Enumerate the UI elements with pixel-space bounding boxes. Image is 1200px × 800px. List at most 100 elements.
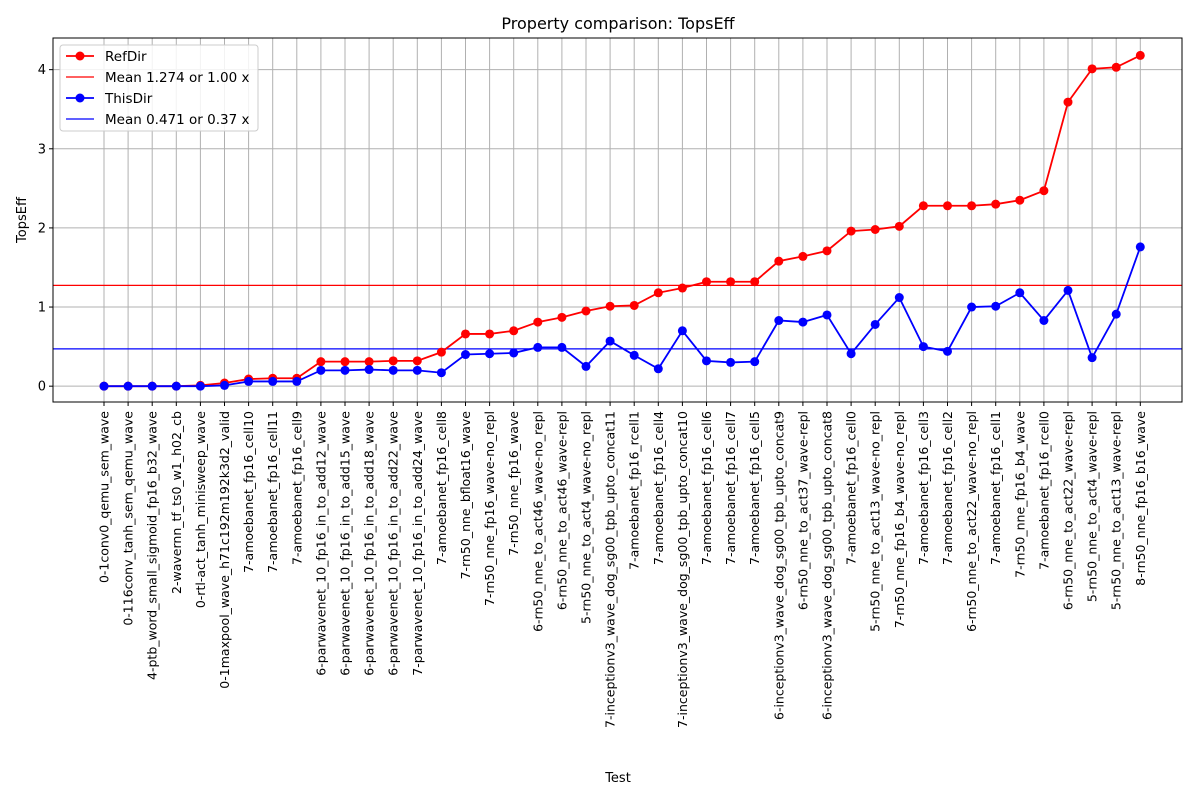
legend-label-refdir: RefDir: [105, 49, 147, 65]
x-tick-label: 6-rn50_nne_to_act37_wave-repl: [795, 411, 810, 610]
data-point-thisdir: [822, 310, 832, 320]
data-point-refdir: [750, 277, 760, 287]
x-axis-ticks: 0-1conv0_qemu_sem_wave 0-116conv_tanh_sem…: [97, 402, 1148, 728]
data-point-thisdir: [292, 376, 302, 386]
data-point-refdir: [1111, 62, 1121, 72]
data-point-refdir: [509, 326, 519, 336]
legend-label-thisdir: ThisDir: [104, 91, 153, 107]
data-point-refdir: [822, 246, 832, 256]
y-tick-label: 4: [38, 63, 46, 78]
data-point-refdir: [967, 201, 977, 211]
data-point-refdir: [605, 301, 615, 311]
data-point-refdir: [798, 251, 808, 261]
data-point-thisdir: [171, 381, 181, 391]
x-tick-label: 0-rtl-act_tanh_minisweep_wave: [193, 411, 208, 608]
data-point-refdir: [1039, 186, 1049, 196]
x-tick-label: 2-wavernn_tf_ts0_w1_h02_cb: [169, 411, 184, 594]
data-point-refdir: [1087, 64, 1097, 74]
x-axis-label: Test: [604, 771, 631, 786]
x-tick-label: 6-rn50_nne_to_act46_wave-no_repl: [530, 411, 545, 632]
x-tick-label: 7-rn50_nne_bfloat16_wave: [458, 411, 473, 580]
data-point-refdir: [991, 199, 1001, 209]
data-point-refdir: [677, 283, 687, 293]
x-tick-label: 7-amoebanet_fp16_rcell1: [627, 411, 642, 570]
data-point-refdir: [340, 357, 350, 367]
data-point-refdir: [1015, 195, 1025, 205]
y-tick-label: 1: [38, 301, 46, 316]
data-point-thisdir: [846, 349, 856, 359]
data-point-refdir: [1063, 97, 1073, 107]
y-tick-label: 2: [38, 221, 46, 236]
data-point-thisdir: [798, 317, 808, 327]
data-point-thisdir: [774, 315, 784, 325]
data-point-thisdir: [412, 365, 422, 375]
data-point-thisdir: [870, 319, 880, 329]
data-point-refdir: [846, 226, 856, 236]
data-point-thisdir: [557, 342, 567, 352]
x-tick-label: 6-parwavenet_10_fp16_in_to_add12_wave: [313, 411, 328, 676]
x-tick-label: 0-1maxpool_wave_h71c192m192k3d2_valid: [217, 411, 232, 689]
data-point-refdir: [581, 306, 591, 316]
data-point-thisdir: [605, 336, 615, 346]
data-point-thisdir: [1015, 288, 1025, 298]
data-point-thisdir: [918, 342, 928, 352]
x-tick-label: 7-amoebanet_fp16_cell5: [747, 411, 762, 565]
y-axis-ticks: 0 1 2 3 4: [38, 63, 53, 395]
data-point-thisdir: [653, 364, 663, 374]
data-point-thisdir: [340, 365, 350, 375]
mean-lines: [53, 284, 1182, 350]
x-tick-label: 7-amoebanet_fp16_cell10: [241, 411, 256, 573]
x-tick-label: 7-parwavenet_10_fp16_in_to_add24_wave: [410, 411, 425, 676]
data-point-thisdir: [1135, 242, 1145, 252]
data-point-thisdir: [436, 368, 446, 378]
data-point-refdir: [364, 357, 374, 367]
chart-title: Property comparison: TopsEff: [501, 14, 735, 33]
data-point-refdir: [702, 277, 711, 287]
x-tick-label: 7-amoebanet_fp16_cell11: [265, 411, 280, 573]
data-point-thisdir: [629, 350, 639, 360]
data-point-thisdir: [147, 381, 157, 391]
x-tick-label: 6-parwavenet_10_fp16_in_to_add18_wave: [362, 411, 377, 676]
data-point-thisdir: [726, 357, 736, 367]
data-point-refdir: [1135, 50, 1145, 60]
data-point-thisdir: [99, 381, 109, 391]
series-layer: [99, 50, 1145, 391]
data-point-thisdir: [123, 381, 133, 391]
data-point-refdir: [485, 329, 495, 339]
data-point-refdir: [316, 357, 326, 367]
data-point-refdir: [533, 317, 543, 327]
data-point-thisdir: [220, 380, 229, 390]
data-point-thisdir: [244, 376, 254, 386]
x-tick-label: 5-rn50_nne_to_act4_wave-no_repl: [579, 411, 594, 624]
x-tick-label: 5-rn50_nne_to_act13_wave-no_repl: [868, 411, 883, 632]
legend-box: [59, 44, 259, 132]
x-tick-label: 6-inceptionv3_wave_dog_sg00_tpb_upto_con…: [820, 411, 835, 720]
legend: RefDir Mean 1.274 or 1.00 x ThisDir Mean…: [59, 44, 259, 132]
x-tick-label: 7-amoebanet_fp16_rcell0: [1036, 411, 1051, 570]
x-tick-label: 7-inceptionv3_wave_dog_sg00_tpb_upto_con…: [603, 411, 618, 728]
data-point-thisdir: [943, 346, 952, 356]
y-axis-label: TopsEff: [15, 196, 30, 244]
data-point-refdir: [388, 356, 398, 366]
x-tick-label: 0-1conv0_qemu_sem_wave: [97, 411, 112, 583]
data-point-refdir: [894, 221, 904, 231]
x-tick-label: 7-amoebanet_fp16_cell2: [940, 411, 955, 565]
x-tick-label: 7-amoebanet_fp16_cell8: [434, 411, 449, 565]
data-point-refdir: [629, 300, 639, 310]
y-tick-label: 0: [38, 380, 46, 395]
x-tick-label: 7-rn50_nne_fp16_wave: [506, 411, 521, 556]
x-tick-label: 0-116conv_tanh_sem_qemu_wave: [121, 411, 136, 626]
data-point-refdir: [774, 256, 784, 266]
x-tick-label: 6-parwavenet_10_fp16_in_to_add22_wave: [386, 411, 401, 676]
data-point-thisdir: [388, 365, 398, 375]
legend-marker-refdir: [75, 51, 85, 61]
y-tick-label: 3: [38, 142, 46, 157]
data-point-thisdir: [1087, 353, 1097, 363]
data-point-refdir: [943, 201, 952, 211]
x-tick-label: 7-amoebanet_fp16_cell1: [988, 411, 1003, 565]
data-point-thisdir: [509, 348, 519, 358]
x-tick-label: 4-ptb_word_small_sigmoid_fp16_b32_wave: [145, 411, 160, 680]
data-point-thisdir: [1063, 285, 1073, 295]
data-point-thisdir: [195, 381, 205, 391]
data-point-thisdir: [364, 365, 374, 375]
